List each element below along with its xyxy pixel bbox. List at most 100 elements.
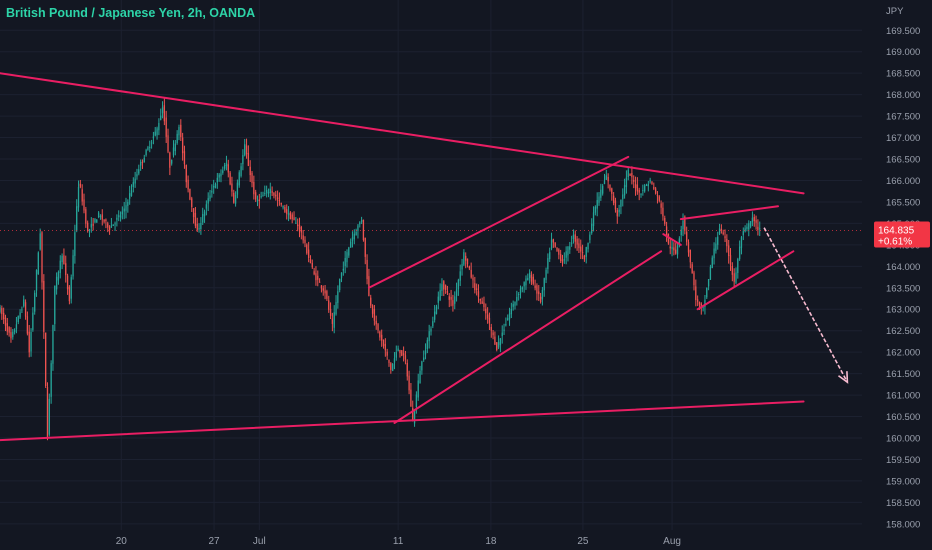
candle-body [463,252,465,265]
candle-body [77,186,80,208]
candle-body [185,164,187,183]
candle-body [477,291,480,298]
candle-body [253,181,255,195]
candle-body [231,183,233,192]
candle-body [216,177,218,183]
y-tick-label: 162.500 [886,326,920,337]
y-tick-label: 165.500 [886,197,920,208]
candle-body [196,223,198,230]
x-tick-label: 11 [393,536,404,547]
candle-body [560,254,562,261]
candle-body [209,195,211,199]
candle-body [612,195,615,203]
candle-body [355,231,357,236]
candle-body [370,297,372,306]
candle-body [746,226,748,229]
candle-body [256,200,259,202]
candle-body [240,166,242,176]
candle-body [410,389,412,407]
candle-body [432,321,434,327]
candle-body [37,252,40,275]
candle-body [662,207,664,217]
candle-body [465,255,467,261]
candle-body [565,251,567,258]
candle-body [402,353,405,356]
candle-body [669,246,671,249]
candle-body [485,308,487,314]
candle-body [136,174,138,177]
candle-body [52,324,54,364]
candle-body [492,332,494,336]
candle-body [709,266,712,280]
candle-body [107,223,109,228]
candle-body [258,199,260,202]
candle-body [244,144,246,156]
candle-body [145,150,147,156]
y-tick-label: 169.500 [886,26,920,37]
candle-body [541,289,544,300]
candle-body [269,188,271,194]
candle-body [408,375,410,391]
candle-body [680,229,682,236]
candle-body [638,189,640,193]
candle-body [711,257,713,268]
candle-body [101,214,103,220]
candle-body [74,232,76,256]
candle-body [696,299,699,302]
candle-body [163,105,166,122]
candle-body [322,288,324,291]
candle-body [419,370,421,384]
candle-body [302,235,304,241]
candle-body [118,215,120,217]
candle-body [496,342,498,350]
flag-bottom-line [696,250,795,311]
flag-top-line [679,205,779,221]
candle-body [622,194,624,200]
candle-body [561,259,564,263]
candle-body [211,190,213,193]
candle-body [83,199,85,211]
time-axis[interactable] [0,530,862,550]
candle-body [134,178,136,184]
candle-body [282,206,284,208]
x-tick-label: 27 [208,536,220,547]
candle-body [581,252,584,254]
candle-body [647,183,649,187]
candle-body [623,185,626,196]
candle-body [574,234,576,242]
candle-body [141,161,144,163]
candle-body [384,343,387,351]
candle-body [569,246,571,250]
candle-body [673,247,675,251]
symbol-title: British Pound / Japanese Yen, 2h, OANDA [6,6,256,20]
candle-body [276,197,279,200]
current-price-change: +0.61% [878,236,912,247]
candle-body [592,212,595,226]
candle-body [61,255,63,263]
candle-body [740,237,743,248]
candle-body [497,341,500,348]
grid-layer [0,0,862,530]
candle-body [386,351,388,356]
y-tick-label: 168.500 [886,69,920,80]
candle-body [10,332,12,339]
candle-body [510,308,513,315]
candle-body [644,185,646,192]
candle-body [349,241,352,248]
candle-body [759,228,761,230]
candle-body [499,338,502,346]
candle-body [368,276,370,296]
candle-body [366,259,368,280]
candle-body [642,190,644,192]
candle-body [265,190,268,193]
candle-body [152,136,155,139]
candle-body [381,334,383,341]
candle-body [337,291,339,303]
y-tick-label: 159.000 [886,476,920,487]
candle-body [203,211,206,217]
candle-body [594,206,597,213]
candle-body [653,187,655,189]
candle-body [44,332,47,387]
price-axis[interactable] [862,0,932,550]
